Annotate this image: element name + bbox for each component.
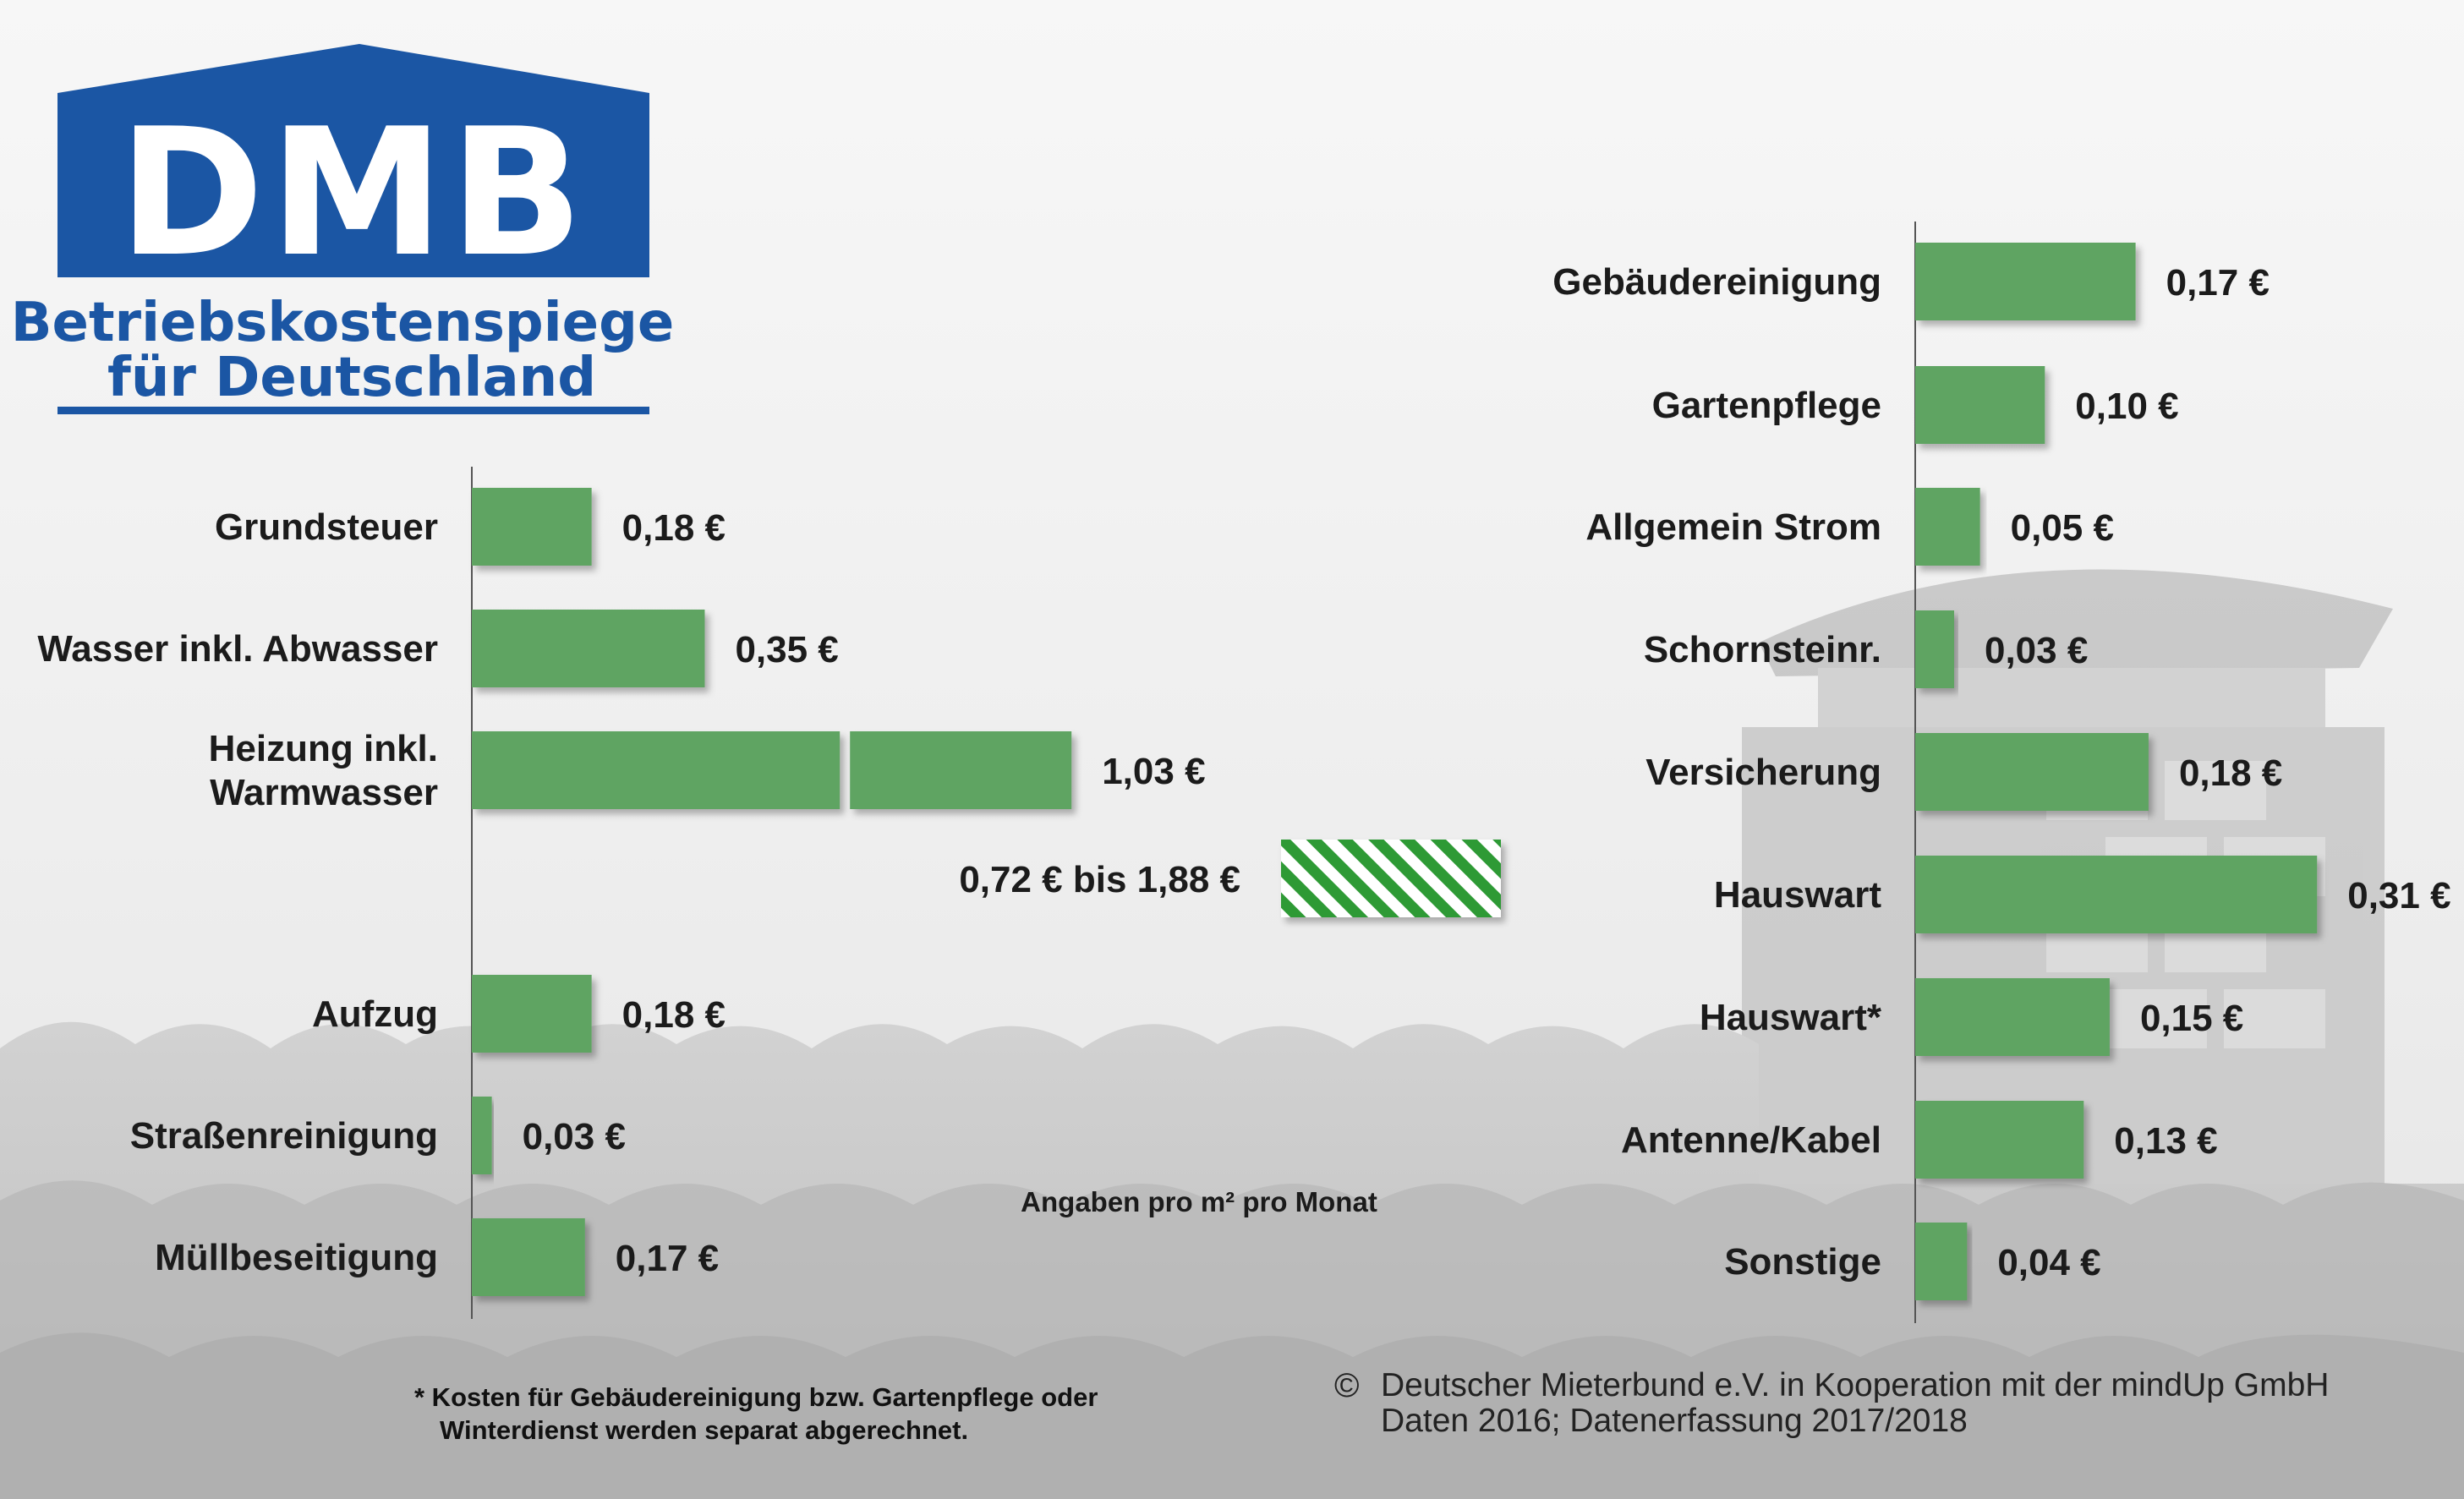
logo-house-shape [57,44,649,277]
left-category-label: Aufzug [312,993,438,1035]
right-category-label: Sonstige [1724,1241,1881,1283]
left-bar [472,488,592,566]
footnote-line1: * Kosten für Gebäudereinigung bzw. Garte… [414,1382,1098,1412]
left-bar [472,610,705,687]
logo-line2: für Deutschland [107,347,596,409]
logo-brand: DMB [118,91,589,296]
left-category-label: Müllbeseitigung [155,1237,438,1278]
left-value-label: 0,18 € [622,994,726,1036]
right-value-label: 0,13 € [2114,1120,2217,1162]
right-value-label: 0,05 € [2011,507,2114,549]
left-value-label: 1,03 € [1102,751,1205,792]
dmb-logo: DMB Betriebskostenspiegel für Deutschlan… [11,44,676,414]
credit-line2: Daten 2016; Datenerfassung 2017/2018 [1381,1403,1968,1439]
right-category-label: Hauswart [1714,874,1881,916]
right-bar [1915,243,2136,320]
right-value-label: 0,18 € [2179,752,2282,794]
right-value-label: 0,31 € [2347,875,2450,916]
right-bar [1915,1101,2084,1179]
credit: © Deutscher Mieterbund e.V. in Kooperati… [1334,1368,2329,1439]
copyright-symbol: © [1334,1367,1360,1404]
right-bar [1915,610,1954,688]
right-category-label: Antenne/Kabel [1621,1119,1881,1161]
left-bar [472,1218,585,1296]
right-category-label: Allgemein Strom [1585,506,1881,548]
left-bar [472,1097,492,1174]
right-chart: Gebäudereinigung 0,17 € Gartenpflege 0,10 €… [1552,222,2451,1323]
right-category-label: Hauswart* [1700,997,1882,1038]
right-bar [1915,856,2318,933]
left-bar-continuation [850,731,1072,809]
right-value-label: 0,04 € [1997,1242,2100,1283]
left-bar [472,731,840,809]
right-category-label: Gebäudereinigung [1552,261,1881,303]
right-bar [1915,488,1980,566]
right-value-label: 0,03 € [1985,630,2088,671]
logo-line1: Betriebskostenspiegel [11,292,676,354]
left-bar [472,975,592,1053]
left-category-label: Grundsteuer [215,506,438,548]
right-bar [1915,1223,1968,1300]
left-category-label: Straßenreinigung [130,1115,438,1157]
left-chart: Grundsteuer 0,18 € Wasser inkl. Abwasser 0,… [37,467,1501,1319]
left-category-label: Heizung inkl. Warmwasser [209,728,438,813]
right-value-label: 0,15 € [2140,998,2243,1039]
left-value-label: 0,17 € [616,1238,719,1279]
right-bar [1915,978,2110,1056]
credit-line1: Deutscher Mieterbund e.V. in Kooperation… [1381,1367,2330,1403]
left-value-label: 0,18 € [622,507,726,549]
unit-note: Angaben pro m² pro Monat [1021,1186,1377,1217]
footnote: * Kosten für Gebäudereinigung bzw. Garte… [414,1381,1098,1447]
range-label: 0,72 € bis 1,88 € [959,859,1240,900]
right-value-label: 0,10 € [2075,386,2178,427]
range-hatched-bar [1281,840,1501,917]
footnote-line2: Winterdienst werden separat abgerechnet. [440,1415,969,1445]
logo-underline [57,407,649,414]
right-category-label: Gartenpflege [1652,385,1881,426]
right-category-label: Versicherung [1645,752,1881,793]
left-category-label: Wasser inkl. Abwasser [37,628,438,670]
right-value-label: 0,17 € [2166,262,2270,304]
right-bar [1915,733,2149,811]
right-category-label: Schornsteinr. [1644,629,1881,670]
left-value-label: 0,03 € [523,1116,626,1157]
left-value-label: 0,35 € [735,629,838,670]
right-bar [1915,366,2045,444]
